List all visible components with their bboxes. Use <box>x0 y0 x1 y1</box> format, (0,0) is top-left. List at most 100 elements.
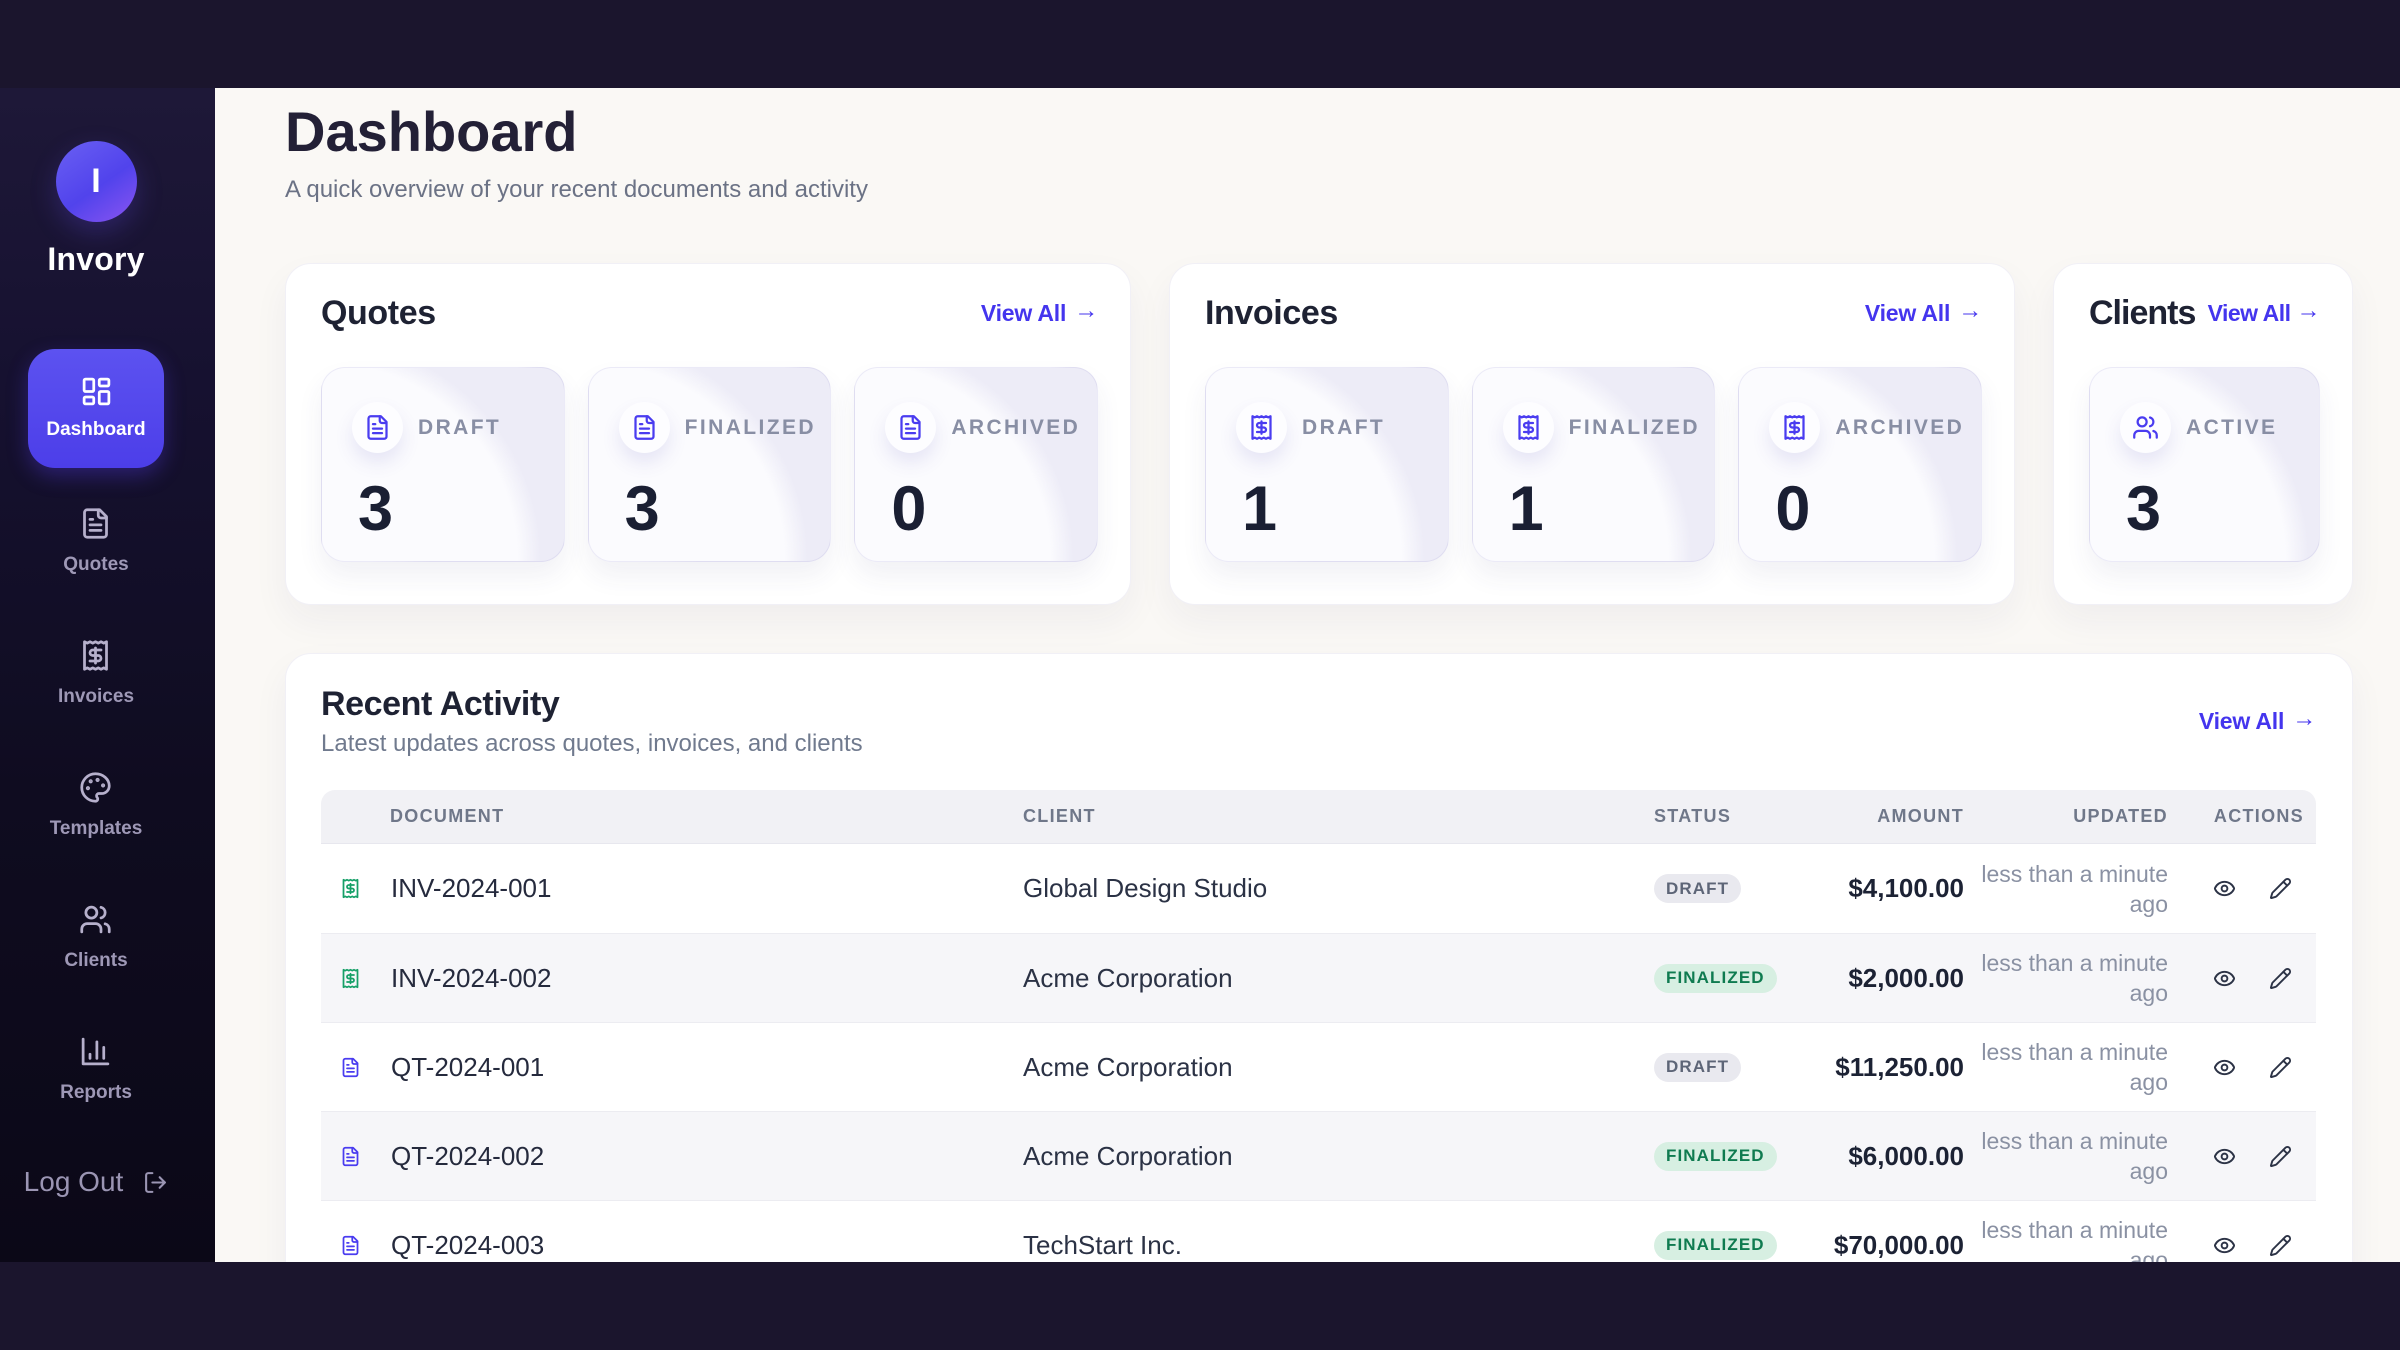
stat-tile-quotes-draft: DRAFT 3 <box>321 367 565 562</box>
invoices-view-all-link[interactable]: View All → <box>1865 297 1982 328</box>
table-row: QT-2024-003 TechStart Inc. FINALIZED $70… <box>321 1200 2316 1262</box>
brand-initial: I <box>91 162 101 200</box>
stat-tile-header: DRAFT <box>322 368 564 453</box>
sidebar-item-templates[interactable]: Templates <box>50 771 142 842</box>
stat-label: FINALIZED <box>684 415 816 439</box>
recent-activity-heading-block: Recent Activity Latest updates across qu… <box>321 683 863 759</box>
column-header-status: STATUS <box>1654 806 1732 826</box>
arrow-right-icon: → <box>2292 705 2316 732</box>
sidebar-item-quotes[interactable]: Quotes <box>63 507 129 578</box>
arrow-right-icon: → <box>2296 297 2321 324</box>
stat-icon-circle <box>885 402 937 453</box>
bar-chart-icon <box>82 1037 110 1066</box>
eye-icon <box>2213 970 2236 986</box>
invoices-card: Invoices View All → DRAFT 1 <box>1169 263 2015 605</box>
view-all-label: View All <box>2198 708 2285 734</box>
recent-activity-table: DOCUMENT CLIENT STATUS AMOUNT UPDATED AC… <box>321 790 2316 1262</box>
sidebar-item-label: Invoices <box>57 686 135 707</box>
logout-button[interactable]: Log Out <box>24 1165 169 1199</box>
view-document-button[interactable] <box>2213 1145 2236 1168</box>
stat-icon-circle <box>1236 402 1287 453</box>
actions-cell <box>2168 1056 2316 1079</box>
clients-view-all-link[interactable]: View All → <box>2208 297 2321 328</box>
sidebar-item-label: Clients <box>64 950 128 971</box>
amount-cell: $70,000.00 <box>1833 1229 1964 1260</box>
file-text-icon <box>342 1235 359 1255</box>
sidebar-item-dashboard[interactable]: Dashboard <box>28 349 164 468</box>
quotes-card-title: Quotes <box>321 294 436 332</box>
status-cell: FINALIZED <box>1654 1141 1824 1171</box>
stat-tile-header: FINALIZED <box>589 368 831 453</box>
pencil-icon <box>2269 967 2292 989</box>
palette-icon <box>80 772 112 803</box>
pencil-icon <box>2269 1234 2292 1256</box>
stat-tile-header: ACTIVE <box>2090 368 2319 453</box>
sidebar-item-reports[interactable]: Reports <box>60 1035 132 1106</box>
receipt-icon <box>1784 415 1805 440</box>
document-number: QT-2024-001 <box>391 1051 545 1082</box>
sidebar-item-invoices[interactable]: Invoices <box>58 639 134 710</box>
sidebar: I Invory Dashboard Quotes Invoices Templ… <box>0 88 215 1262</box>
document-number: QT-2024-002 <box>391 1140 545 1171</box>
view-document-button[interactable] <box>2213 1234 2236 1257</box>
sidebar-item-label: Dashboard <box>46 418 146 440</box>
quotes-card-header: Quotes View All → <box>321 292 1098 334</box>
client-cell: TechStart Inc. <box>1023 1229 1182 1260</box>
recent-activity-header: Recent Activity Latest updates across qu… <box>321 683 2316 759</box>
stat-label: FINALIZED <box>1568 415 1700 439</box>
stat-value: 1 <box>1508 474 1544 544</box>
app-window: I Invory Dashboard Quotes Invoices Templ… <box>0 88 2400 1262</box>
status-cell: FINALIZED <box>1654 963 1824 993</box>
stat-value: 3 <box>358 474 394 544</box>
client-cell: Acme Corporation <box>1023 1140 1233 1171</box>
status-badge: DRAFT <box>1654 1052 1742 1082</box>
invoices-card-header: Invoices View All → <box>1205 292 1982 334</box>
document-cell: QT-2024-001 <box>321 1052 1023 1083</box>
stat-label: DRAFT <box>418 415 502 439</box>
client-cell: Acme Corporation <box>1023 962 1233 993</box>
sidebar-item-clients[interactable]: Clients <box>64 903 128 974</box>
edit-document-button[interactable] <box>2269 1056 2292 1079</box>
view-all-label: View All <box>980 300 1067 326</box>
invoices-stats: DRAFT 1 FINALIZED 1 <box>1205 367 1983 562</box>
column-header-document: DOCUMENT <box>390 806 505 826</box>
file-text-icon <box>634 415 655 440</box>
main-content: Dashboard A quick overview of your recen… <box>215 88 2400 1262</box>
clients-card: Clients View All → ACTIVE 3 <box>2053 263 2353 605</box>
actions-cell <box>2168 877 2316 900</box>
column-header-amount: AMOUNT <box>1877 806 1964 826</box>
document-number: INV-2024-002 <box>391 962 552 993</box>
stat-value: 3 <box>624 474 660 544</box>
invoices-card-title: Invoices <box>1205 294 1338 332</box>
view-document-button[interactable] <box>2213 967 2236 990</box>
view-document-button[interactable] <box>2213 877 2236 900</box>
stat-label: DRAFT <box>1302 415 1386 439</box>
edit-document-button[interactable] <box>2269 1234 2292 1257</box>
edit-document-button[interactable] <box>2269 967 2292 990</box>
sidebar-item-label: Reports <box>60 1082 132 1103</box>
eye-icon <box>2213 1237 2236 1253</box>
log-out-icon <box>145 1171 167 1193</box>
layout-dashboard-icon <box>82 377 110 405</box>
stat-label: ARCHIVED <box>951 415 1081 439</box>
recent-activity-view-all-link[interactable]: View All → <box>2198 705 2316 736</box>
amount-cell: $6,000.00 <box>1848 1140 1964 1171</box>
receipt-icon <box>342 968 359 988</box>
updated-cell: less than a minute ago <box>1981 950 2168 1006</box>
clients-stats: ACTIVE 3 <box>2089 367 2320 562</box>
amount-cell: $4,100.00 <box>1848 873 1964 903</box>
stat-value: 0 <box>1775 474 1811 544</box>
table-row: QT-2024-001 Acme Corporation DRAFT $11,2… <box>321 1022 2316 1111</box>
quotes-view-all-link[interactable]: View All → <box>980 297 1098 328</box>
edit-document-button[interactable] <box>2269 1145 2292 1168</box>
edit-document-button[interactable] <box>2269 877 2292 900</box>
receipt-icon <box>342 878 359 899</box>
file-text-icon <box>342 1146 359 1166</box>
stat-icon-circle <box>352 402 403 453</box>
stat-tile-header: DRAFT <box>1206 368 1448 453</box>
stat-icon-circle <box>618 402 670 453</box>
stat-tile-quotes-finalized: FINALIZED 3 <box>587 367 832 562</box>
view-document-button[interactable] <box>2213 1056 2236 1079</box>
arrow-right-icon: → <box>1074 297 1098 324</box>
receipt-icon <box>1518 415 1539 440</box>
